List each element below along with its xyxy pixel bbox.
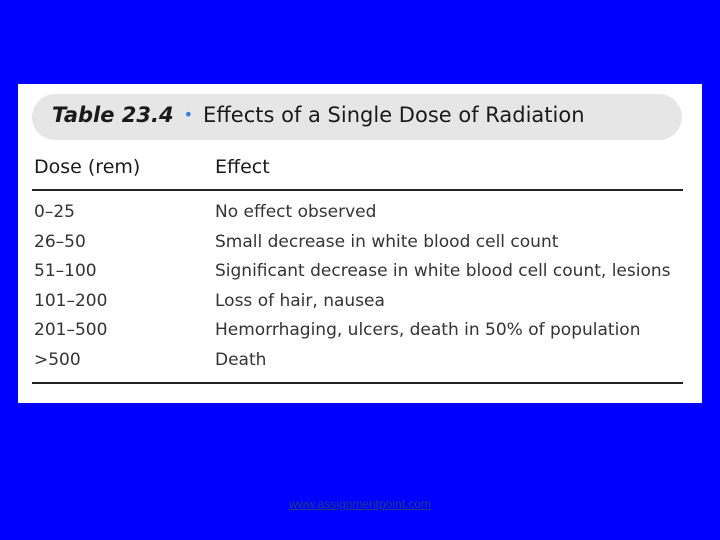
table-row: 51–100 Significant decrease in white blo… — [18, 259, 702, 289]
table-row: 101–200 Loss of hair, nausea — [18, 289, 702, 319]
table-row: >500 Death — [18, 348, 702, 378]
table-title: Table 23.4 • Effects of a Single Dose of R… — [52, 103, 585, 127]
title-bullet: • — [183, 105, 194, 124]
table-row: 0–25 No effect observed — [18, 200, 702, 230]
table-panel: Table 23.4 • Effects of a Single Dose of R… — [18, 84, 702, 403]
dose-cell: 51–100 — [34, 261, 97, 282]
effect-cell: Small decrease in white blood cell count — [215, 231, 559, 252]
effect-cell: Death — [215, 349, 267, 370]
table-title-text: Effects of a Single Dose of Radiation — [203, 103, 585, 127]
footer-link[interactable]: www.assignmentpoint.com — [288, 497, 432, 511]
dose-cell: 201–500 — [34, 320, 108, 341]
table-title-bar: Table 23.4 • Effects of a Single Dose of R… — [32, 94, 682, 140]
table-body: 0–25 No effect observed 26–50 Small decr… — [18, 200, 702, 378]
header-rule — [32, 189, 683, 191]
dose-cell: 101–200 — [34, 290, 108, 311]
effect-cell: Hemorrhaging, ulcers, death in 50% of po… — [215, 320, 641, 341]
column-header-dose: Dose (rem) — [34, 156, 141, 178]
table-number: Table 23.4 — [52, 103, 174, 127]
effect-cell: Loss of hair, nausea — [215, 290, 385, 311]
effect-cell: No effect observed — [215, 202, 377, 222]
footer-rule — [32, 382, 683, 384]
column-header-effect: Effect — [215, 156, 270, 178]
dose-cell: 26–50 — [34, 231, 86, 252]
dose-cell: >500 — [34, 349, 81, 370]
effect-cell: Significant decrease in white blood cell… — [215, 261, 671, 282]
dose-cell: 0–25 — [34, 202, 75, 222]
table-row: 26–50 Small decrease in white blood cell… — [18, 230, 702, 260]
table-row: 201–500 Hemorrhaging, ulcers, death in 5… — [18, 318, 702, 348]
